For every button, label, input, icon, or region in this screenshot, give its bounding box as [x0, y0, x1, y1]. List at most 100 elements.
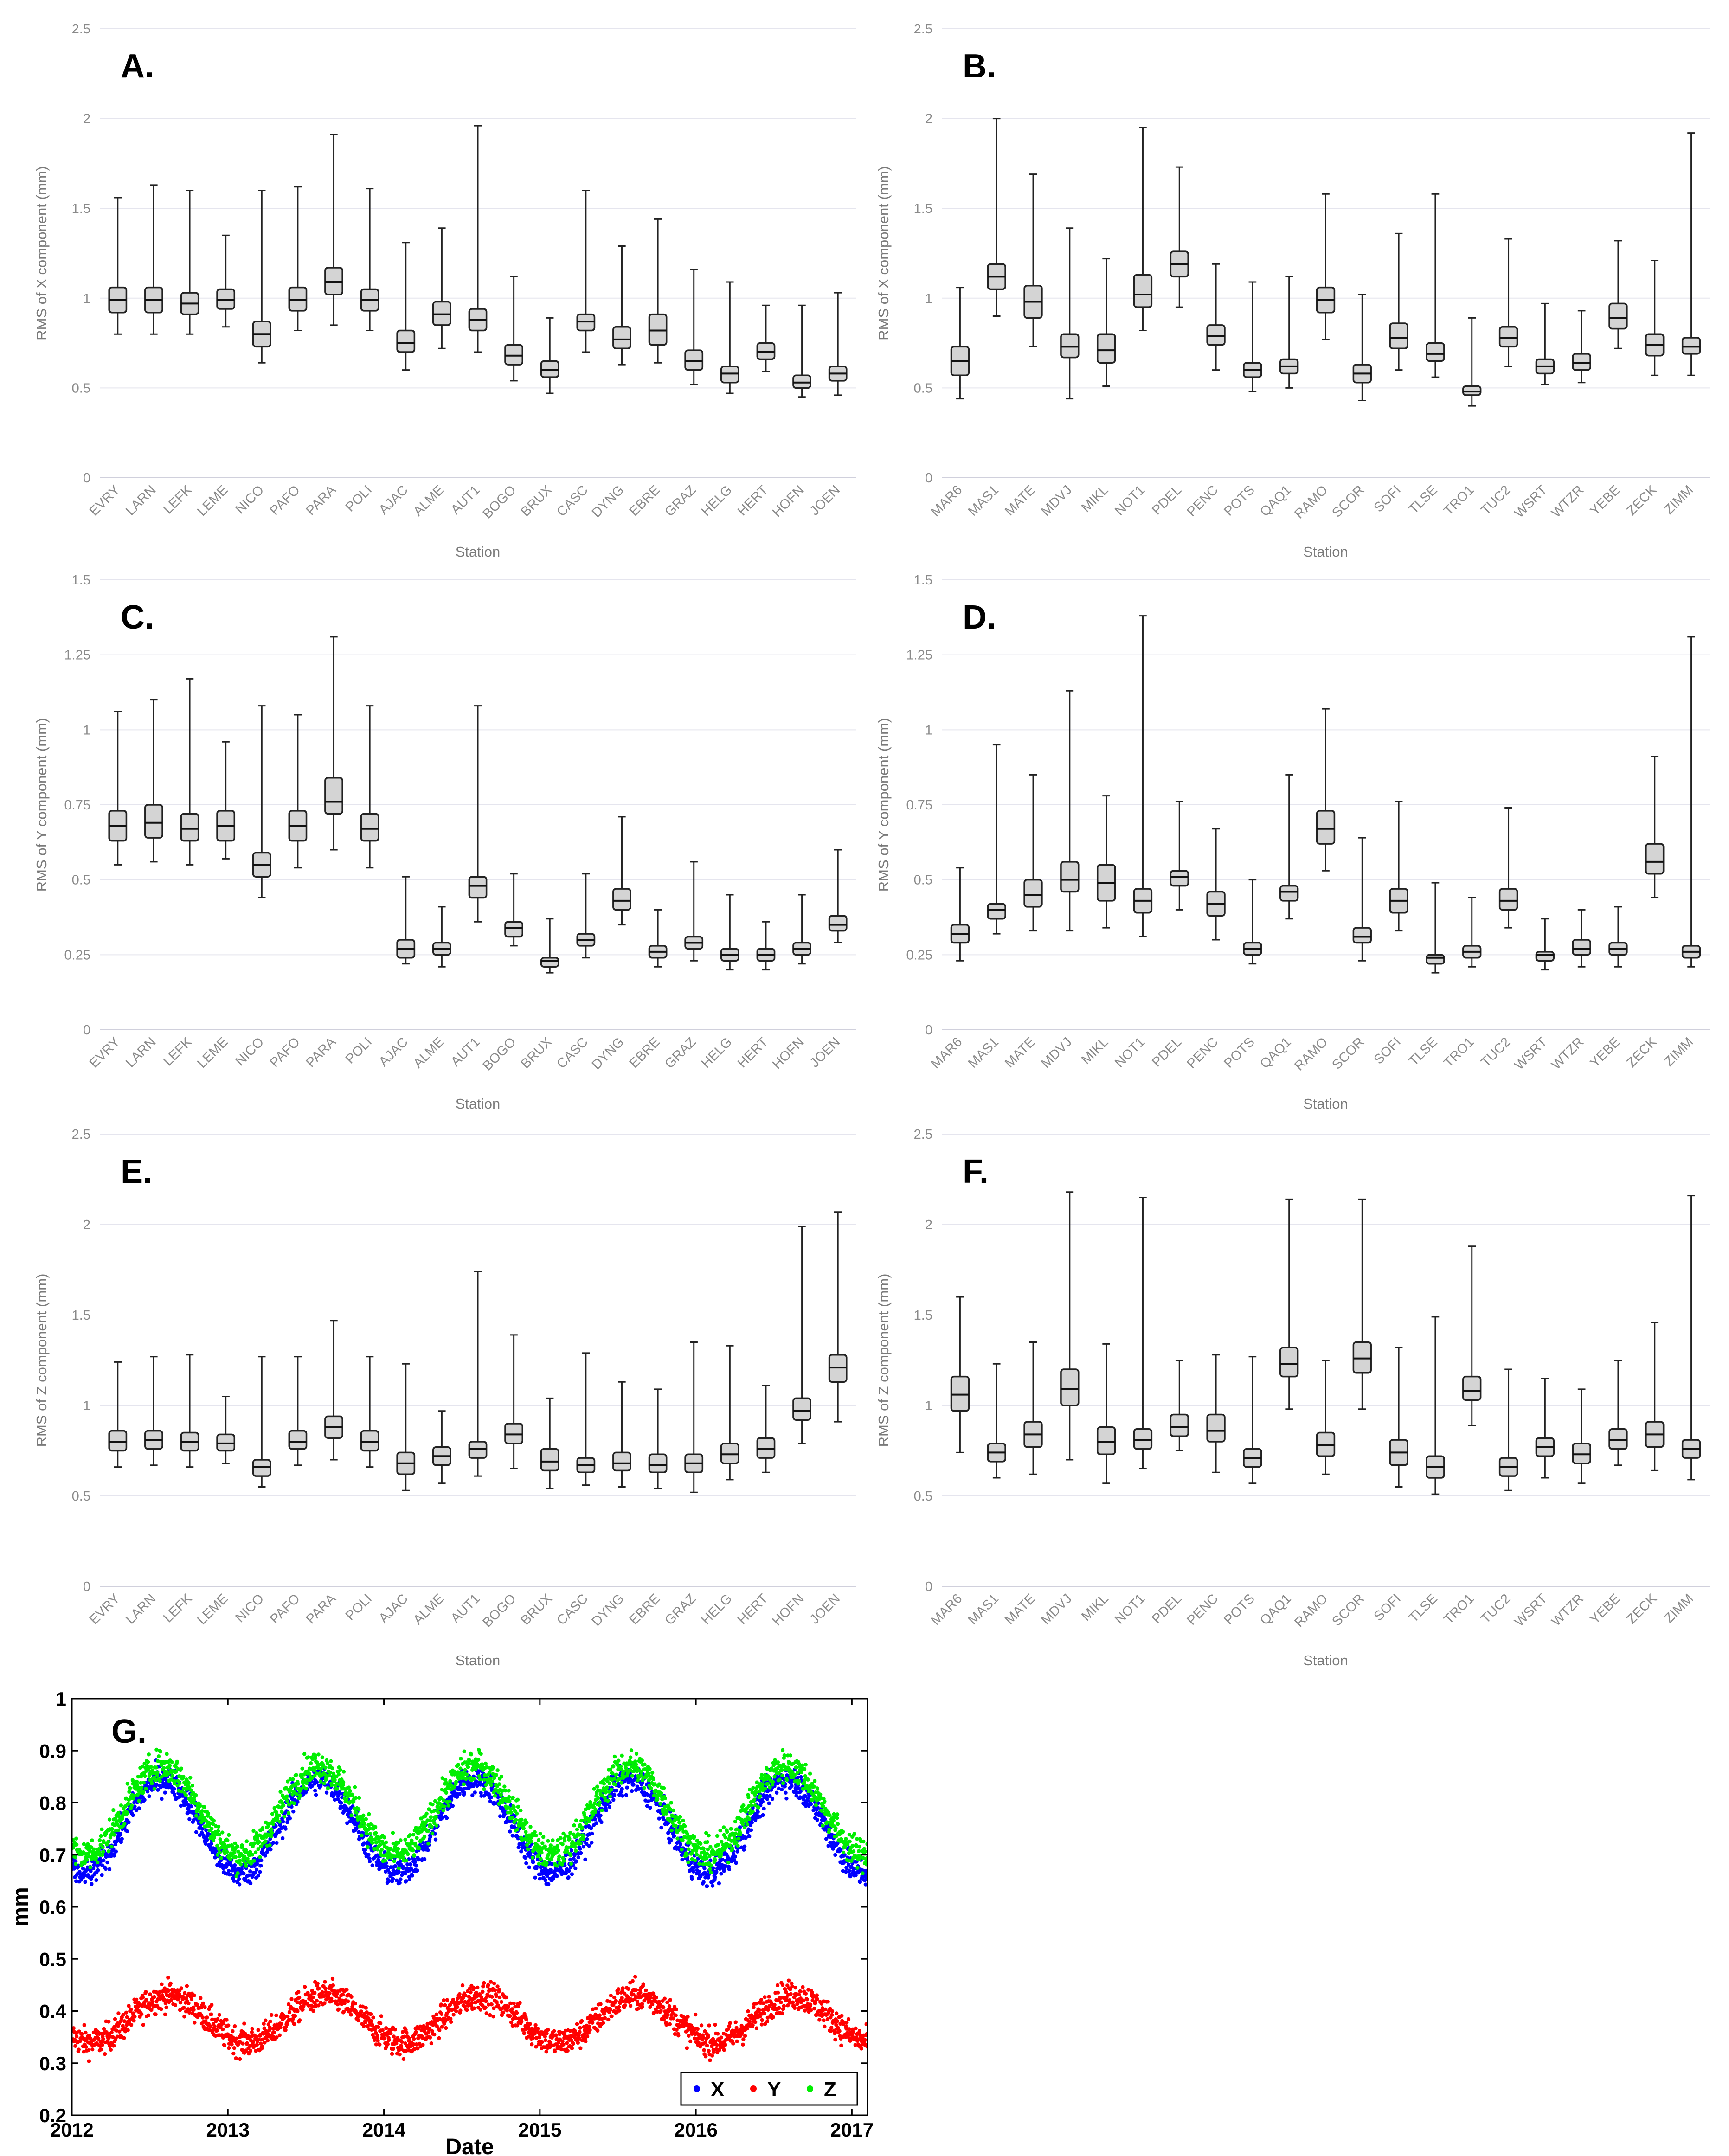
box-mikl	[1096, 258, 1116, 387]
data-point	[473, 1790, 477, 1795]
data-point	[195, 2003, 199, 2007]
data-point	[226, 2032, 230, 2036]
data-point	[285, 1820, 289, 1824]
data-point	[684, 2018, 689, 2022]
data-point	[775, 1790, 779, 1795]
data-point	[183, 1797, 188, 1801]
data-point	[186, 2001, 191, 2005]
data-point	[646, 1799, 650, 1803]
data-point	[74, 2034, 79, 2039]
data-point	[612, 1793, 617, 1797]
data-point	[751, 2023, 755, 2028]
box-hert	[756, 921, 776, 971]
data-point	[362, 1841, 366, 1845]
data-point	[847, 2027, 852, 2031]
data-point	[790, 1984, 794, 1989]
data-point	[268, 2025, 272, 2029]
x-tick-label: RAMO	[1292, 1034, 1330, 1073]
data-point	[516, 1845, 521, 1849]
data-point	[186, 1803, 190, 1807]
data-point	[184, 1800, 188, 1804]
box-dyng	[612, 816, 631, 926]
data-point	[219, 2025, 223, 2029]
box-mate	[1023, 173, 1043, 347]
data-point	[762, 2001, 766, 2005]
x-tick-label: MDVJ	[1038, 1034, 1074, 1071]
panel-b-boxplot: 0 0.5 1 1.5 2 2.5 RMS of X component (mm) Stati…	[875, 22, 1710, 560]
data-point	[205, 1838, 209, 1842]
data-point	[823, 2007, 828, 2012]
data-point	[610, 2014, 614, 2019]
box-larn	[144, 699, 163, 863]
data-point	[683, 1848, 688, 1852]
data-point	[90, 1882, 94, 1886]
data-point	[509, 2020, 514, 2025]
box-evry	[108, 197, 128, 335]
iqr-box	[360, 813, 379, 842]
data-point	[426, 1848, 430, 1852]
data-point	[240, 2047, 244, 2052]
data-point	[127, 1790, 131, 1794]
data-point	[847, 1869, 852, 1873]
box-wtzr	[1572, 909, 1591, 968]
data-point	[185, 1984, 189, 1988]
data-point	[405, 1862, 410, 1867]
data-point	[835, 2019, 840, 2023]
data-point	[263, 1854, 267, 1858]
box-leme	[216, 1396, 236, 1464]
x-tick-label: AJAC	[376, 482, 411, 517]
iqr-box	[1279, 885, 1299, 902]
data-point	[570, 1872, 574, 1876]
box-mdvj	[1060, 227, 1080, 400]
data-point	[324, 1790, 329, 1795]
data-point	[101, 1845, 105, 1849]
x-tick-label: PARA	[303, 482, 339, 518]
data-point	[250, 2027, 254, 2031]
data-point	[263, 2040, 267, 2045]
data-point	[696, 2040, 701, 2045]
data-point	[119, 1840, 123, 1844]
data-point	[136, 1774, 141, 1779]
data-point	[495, 1984, 500, 1989]
data-point	[706, 2034, 711, 2039]
data-point	[209, 1842, 213, 1846]
data-point	[293, 2014, 297, 2018]
data-point	[113, 1816, 118, 1821]
data-point	[792, 2006, 797, 2010]
data-point	[465, 1989, 470, 1993]
data-point	[702, 1866, 707, 1871]
iqr-box	[504, 921, 523, 938]
data-point	[802, 1797, 806, 1802]
data-point	[561, 2042, 566, 2047]
data-point	[411, 2037, 416, 2041]
data-point	[693, 2012, 698, 2017]
x-tick-label: JOEN	[807, 1591, 843, 1627]
iqr-box	[144, 804, 163, 839]
panel-label: D.	[963, 599, 996, 636]
data-point	[268, 2019, 272, 2024]
panel-label: C.	[121, 599, 154, 636]
data-point	[740, 2031, 744, 2035]
x-tick-label: CASC	[554, 1591, 591, 1628]
x-tick-label: WSRT	[1512, 482, 1550, 521]
data-point	[756, 1810, 760, 1814]
iqr-box	[612, 326, 631, 349]
data-point	[231, 2051, 236, 2056]
data-point	[497, 1988, 501, 1992]
data-point	[82, 1842, 86, 1846]
data-point	[259, 1863, 263, 1868]
data-point	[798, 1789, 803, 1794]
data-point	[296, 2009, 300, 2013]
data-point	[387, 2038, 391, 2042]
x-tick-label: PAFO	[267, 482, 303, 518]
data-point	[349, 1995, 354, 1999]
data-point	[593, 1817, 597, 1822]
data-point	[477, 1992, 482, 1996]
data-point	[313, 1991, 317, 1995]
box-sofi	[1389, 801, 1408, 932]
data-point	[134, 1997, 139, 2002]
data-point	[760, 1799, 765, 1804]
series-z	[72, 1747, 868, 1878]
data-point	[543, 2038, 548, 2042]
data-point	[433, 1837, 438, 1842]
